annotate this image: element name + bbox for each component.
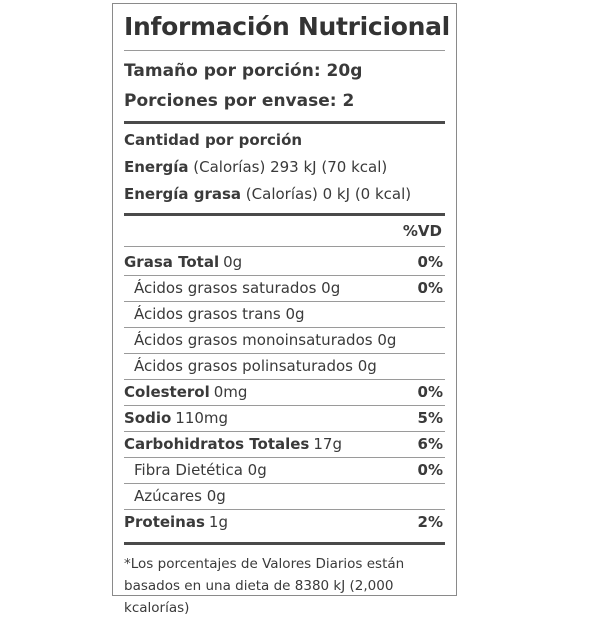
nutrient-row-trans-fat: Ácidos grasos trans 0g <box>124 301 445 327</box>
nutrient-row-saturated-fat: Ácidos grasos saturados 0g 0% <box>124 275 445 301</box>
energy-value: (Calorías) 293 kJ (70 kcal) <box>188 158 388 176</box>
daily-value-header: %VD <box>402 222 442 240</box>
nutrient-amount: 0g <box>223 253 243 271</box>
nutrient-amount: 110mg <box>175 409 229 427</box>
nutrient-name: Colesterol <box>124 383 210 401</box>
nutrient-dv-percent: 0% <box>417 253 443 271</box>
nutrient-name: Carbohidratos Totales <box>124 435 310 453</box>
divider-thick <box>124 213 445 216</box>
nutrient-name: Sodio <box>124 409 172 427</box>
divider-line <box>124 509 445 510</box>
nutrient-row-total-carbohydrates: Carbohidratos Totales 17g 6% <box>124 431 445 457</box>
servings-per-container: Porciones por envase: 2 <box>124 91 355 111</box>
energy-label: Energía <box>124 158 189 176</box>
energy-row: Energía (Calorías) 293 kJ (70 kcal) <box>124 158 387 176</box>
nutrient-name: Ácidos grasos trans 0g <box>134 305 305 323</box>
nutrient-name: Ácidos grasos polinsaturados 0g <box>134 357 377 375</box>
nutrient-dv-percent: 2% <box>417 513 443 531</box>
nutrient-name: Ácidos grasos monoinsaturados 0g <box>134 331 397 349</box>
footnote-line: basados en una dieta de 8380 kJ (2,000 k… <box>124 578 394 616</box>
nutrition-facts-panel <box>112 3 457 596</box>
divider-line <box>124 275 445 276</box>
nutrient-row-polyunsaturated-fat: Ácidos grasos polinsaturados 0g <box>124 353 445 379</box>
nutrient-row-total-fat: Grasa Total 0g 0% <box>124 249 445 275</box>
footnote: *Los porcentajes de Valores Diarios está… <box>124 553 454 619</box>
divider-line <box>124 246 445 247</box>
serving-size: Tamaño por porción: 20g <box>124 61 363 81</box>
divider-line <box>124 327 445 328</box>
nutrient-amount: 1g <box>208 513 228 531</box>
divider-line <box>124 405 445 406</box>
nutrient-amount: 0mg <box>213 383 248 401</box>
nutrient-name: Proteinas <box>124 513 205 531</box>
energy-fat-row: Energía grasa (Calorías) 0 kJ (0 kcal) <box>124 185 411 203</box>
energy-fat-label: Energía grasa <box>124 185 242 203</box>
divider-line <box>124 483 445 484</box>
divider-line <box>124 50 445 51</box>
amount-per-serving-label: Cantidad por porción <box>124 131 303 149</box>
nutrient-row-monounsaturated-fat: Ácidos grasos monoinsaturados 0g <box>124 327 445 353</box>
divider-line <box>124 379 445 380</box>
nutrient-name: Ácidos grasos saturados 0g <box>134 279 341 297</box>
nutrient-dv-percent: 0% <box>417 279 443 297</box>
divider-line <box>124 457 445 458</box>
nutrient-amount: 17g <box>313 435 342 453</box>
divider-thick <box>124 542 445 545</box>
nutrient-name: Fibra Dietética 0g <box>134 461 267 479</box>
divider-line <box>124 431 445 432</box>
divider-line <box>124 353 445 354</box>
nutrient-dv-percent: 6% <box>417 435 443 453</box>
nutrient-row-cholesterol: Colesterol 0mg 0% <box>124 379 445 405</box>
nutrient-row-dietary-fiber: Fibra Dietética 0g 0% <box>124 457 445 483</box>
nutrient-name: Azúcares 0g <box>134 487 226 505</box>
nutrient-name: Grasa Total <box>124 253 220 271</box>
nutrient-dv-percent: 5% <box>417 409 443 427</box>
divider-thick <box>124 121 445 124</box>
nutrient-row-protein: Proteinas 1g 2% <box>124 509 445 535</box>
nutrient-dv-percent: 0% <box>417 383 443 401</box>
label-title: Información Nutricional <box>124 12 450 41</box>
nutrient-row-sodium: Sodio 110mg 5% <box>124 405 445 431</box>
nutrient-row-sugars: Azúcares 0g <box>124 483 445 509</box>
footnote-line: *Los porcentajes de Valores Diarios está… <box>124 556 405 572</box>
energy-fat-value: (Calorías) 0 kJ (0 kcal) <box>241 185 412 203</box>
nutrient-dv-percent: 0% <box>417 461 443 479</box>
divider-line <box>124 301 445 302</box>
